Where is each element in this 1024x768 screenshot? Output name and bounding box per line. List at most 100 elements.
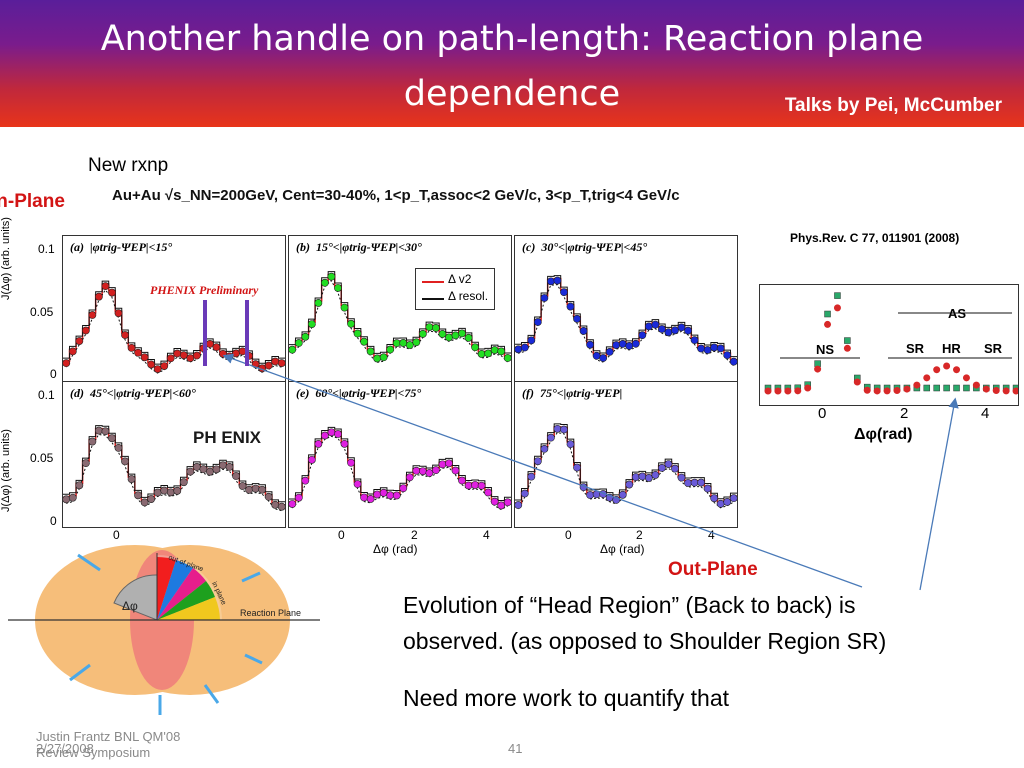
- wedge: [157, 568, 206, 620]
- data-point: [238, 347, 247, 356]
- data-point: [586, 491, 594, 499]
- data-point: [373, 354, 382, 363]
- inset-point-red: [833, 304, 841, 312]
- data-point: [471, 343, 479, 352]
- inset-point-red: [972, 381, 980, 389]
- data-point: [153, 365, 162, 373]
- data-point: [81, 459, 90, 468]
- inset-point-red: [784, 387, 792, 395]
- data-point: [579, 327, 588, 335]
- data-point: [405, 341, 414, 349]
- data-point: [412, 466, 421, 475]
- figure-header: Au+Au √s_NN=200GeV, Cent=30-40%, 1<p_T,a…: [112, 187, 680, 204]
- data-point: [644, 474, 653, 482]
- inset-point-red: [824, 320, 832, 328]
- data-point: [277, 359, 285, 368]
- data-point: [314, 440, 323, 448]
- data-point: [515, 345, 523, 354]
- inset-figure: AS NS SR HR SR: [759, 284, 1019, 406]
- page-number: 41: [508, 741, 523, 756]
- data-point: [618, 490, 627, 499]
- inset-point-green: [953, 384, 960, 392]
- data-point: [88, 311, 97, 319]
- data-point: [560, 425, 568, 434]
- y-axis-label-top: J(Δφ) (arb. units): [0, 217, 12, 300]
- data-point: [114, 443, 123, 452]
- data-point: [664, 328, 673, 337]
- panel-label: (b) 15°<|φtrig-ΨEP|<30°: [296, 240, 422, 254]
- data-point: [418, 467, 427, 476]
- data-point: [573, 463, 581, 472]
- data-point: [477, 481, 486, 490]
- data-point: [566, 302, 575, 311]
- data-point: [264, 361, 273, 370]
- xtick: 2: [411, 528, 418, 542]
- data-point: [515, 501, 523, 509]
- panel-label: (c) 30°<|φtrig-ΨEP|<45°: [522, 240, 648, 254]
- data-point: [101, 427, 110, 436]
- data-point: [710, 494, 719, 503]
- ytick: 0.05: [30, 305, 54, 319]
- data-point: [140, 498, 149, 507]
- ytick: 0.05: [30, 451, 54, 465]
- data-point: [264, 492, 273, 501]
- data-point: [484, 349, 493, 358]
- inset-point-red: [814, 365, 822, 373]
- inset-point-green: [844, 337, 851, 344]
- data-point: [405, 473, 414, 482]
- data-point: [664, 460, 673, 468]
- data-point: [327, 272, 336, 281]
- inset-point-red: [853, 378, 861, 386]
- data-point: [121, 457, 129, 466]
- legend-v2: Δ v2: [448, 272, 472, 286]
- data-point: [605, 493, 614, 502]
- inset-point-red: [863, 386, 871, 394]
- data-point: [592, 351, 601, 360]
- inset-point-red: [873, 387, 881, 395]
- panel-f: [514, 381, 738, 528]
- data-point: [258, 485, 267, 494]
- data-point: [238, 482, 247, 490]
- data-point: [63, 359, 71, 368]
- inset-point-red: [913, 381, 921, 389]
- data-point: [379, 353, 388, 362]
- inset-point-red: [774, 387, 782, 395]
- data-point: [520, 489, 529, 498]
- data-point: [547, 277, 555, 286]
- data-point: [225, 463, 234, 471]
- inset-point-red: [794, 387, 802, 395]
- data-point: [599, 354, 608, 362]
- data-point: [432, 324, 440, 332]
- legend-resol: Δ resol.: [448, 289, 489, 303]
- xtick: 0: [338, 528, 345, 542]
- data-point: [477, 350, 486, 358]
- panel-a: [62, 235, 286, 382]
- dphi-label: Δφ: [122, 599, 138, 613]
- data-point: [173, 486, 182, 495]
- x-axis-label: Δφ (rad): [600, 542, 645, 556]
- x-axis-label: Δφ (rad): [373, 542, 418, 556]
- data-point: [527, 336, 536, 345]
- data-point: [677, 473, 686, 482]
- inset-point-red: [953, 366, 961, 374]
- ytick: 0: [50, 367, 57, 381]
- data-point: [392, 491, 401, 500]
- data-point: [147, 360, 156, 369]
- data-point: [399, 339, 408, 347]
- data-point: [186, 354, 195, 363]
- inset-point-red: [962, 374, 970, 382]
- data-point: [334, 284, 342, 292]
- wedge: [157, 597, 220, 620]
- data-point: [490, 497, 499, 506]
- body-line-3: Need more work to quantify that: [403, 685, 729, 711]
- talks-note: Talks by Pei, McCumber: [784, 95, 1002, 116]
- data-point: [340, 303, 349, 312]
- data-point: [225, 352, 234, 361]
- data-point: [710, 343, 719, 352]
- data-point: [212, 343, 221, 352]
- data-point: [651, 471, 660, 479]
- data-point: [527, 472, 536, 481]
- data-point: [271, 357, 280, 366]
- data-point: [553, 424, 562, 433]
- data-point: [612, 341, 621, 349]
